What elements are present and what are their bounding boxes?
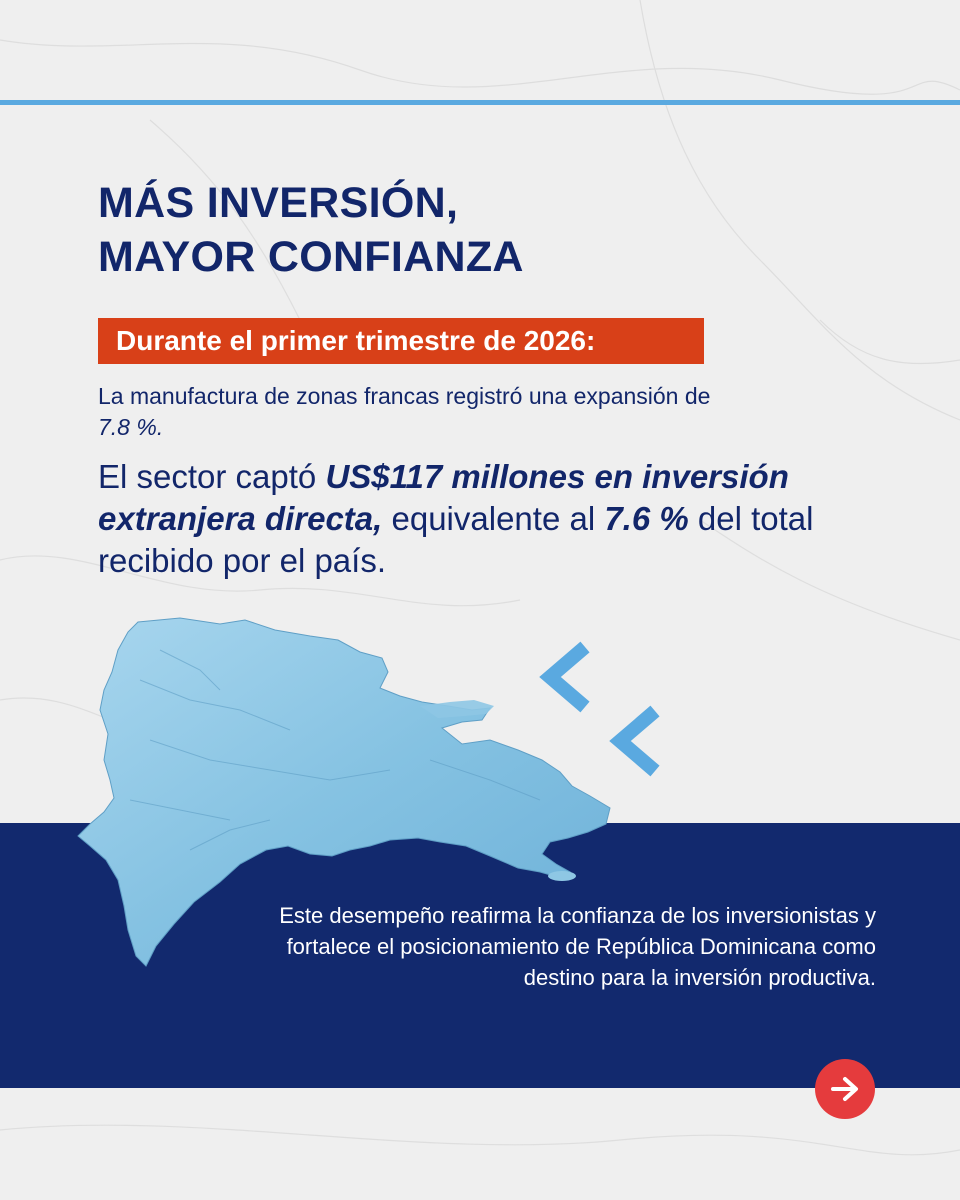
top-accent-line: [0, 100, 960, 105]
fact-investment-highlight: US$117 millones en inversión extranjera …: [98, 458, 789, 537]
next-button[interactable]: [815, 1059, 875, 1119]
arrow-right-icon: [831, 1077, 858, 1101]
page-title: MÁS INVERSIÓN, MAYOR CONFIANZA: [98, 176, 524, 284]
fact-investment: El sector captó US$117 millones en inver…: [98, 456, 858, 582]
period-banner: Durante el primer trimestre de 2026:: [98, 318, 704, 364]
fact-investment-text-a: El sector captó: [98, 458, 326, 495]
fact-investment-value: 7.6 %: [604, 500, 689, 537]
dominican-republic-map-icon: [77, 617, 611, 967]
fact-manufacturing: La manufactura de zonas francas registró…: [98, 381, 738, 443]
fact-manufacturing-value: 7.8 %.: [98, 414, 164, 440]
fact-manufacturing-text: La manufactura de zonas francas registró…: [98, 383, 711, 409]
closing-statement: Este desempeño reafirma la confianza de …: [279, 903, 876, 990]
left-arrow-icons: [539, 641, 857, 777]
fact-investment-text-c: del total recibido por el país.: [98, 500, 814, 579]
title-line-1: MÁS INVERSIÓN,: [98, 179, 459, 227]
fact-investment-text-b: equivalente al: [382, 500, 605, 537]
title-line-2: MAYOR CONFIANZA: [98, 233, 524, 281]
